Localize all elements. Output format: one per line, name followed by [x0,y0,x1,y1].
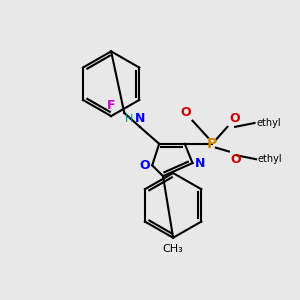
Text: O: O [230,153,241,166]
Text: ethyl: ethyl [256,118,281,128]
Text: N: N [195,157,205,169]
Text: O: O [139,159,150,172]
Text: ethyl: ethyl [258,154,282,164]
Text: N: N [135,112,145,125]
Text: CH₃: CH₃ [163,244,184,254]
Text: P: P [207,137,217,151]
Text: F: F [107,99,116,112]
Text: H: H [125,114,134,124]
Text: O: O [229,112,240,125]
Text: O: O [180,106,191,119]
